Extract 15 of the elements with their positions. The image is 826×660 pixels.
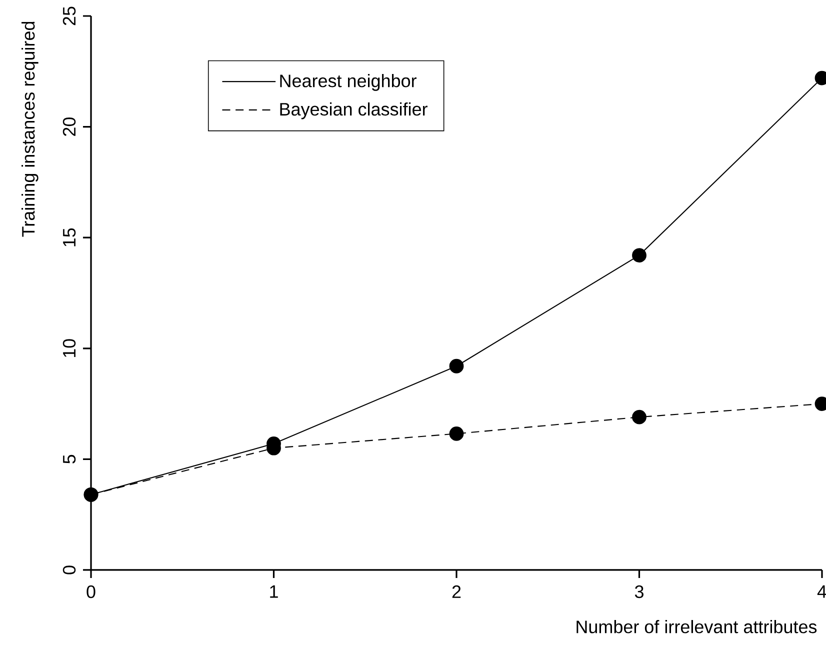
x-tick-label: 2	[452, 585, 461, 598]
x-tick-label: 4	[817, 585, 826, 598]
y-tick-label: 5	[63, 454, 76, 464]
y-tick-label: 10	[62, 339, 76, 358]
x-axis-title: Number of irrelevant attributes	[576, 620, 817, 634]
legend-label: Bayesian classifier	[280, 102, 428, 120]
y-tick-label: 20	[62, 117, 76, 136]
y-tick-label: 25	[62, 6, 76, 26]
x-tick-label: 0	[86, 585, 96, 598]
x-tick-label: 1	[270, 585, 278, 598]
y-tick-label: 0	[62, 566, 76, 574]
x-tick-label: 3	[634, 585, 644, 598]
y-tick-label: 15	[63, 228, 76, 246]
y-axis-title: Training instances required	[22, 22, 38, 237]
legend-label: Nearest neighbor	[280, 74, 416, 91]
